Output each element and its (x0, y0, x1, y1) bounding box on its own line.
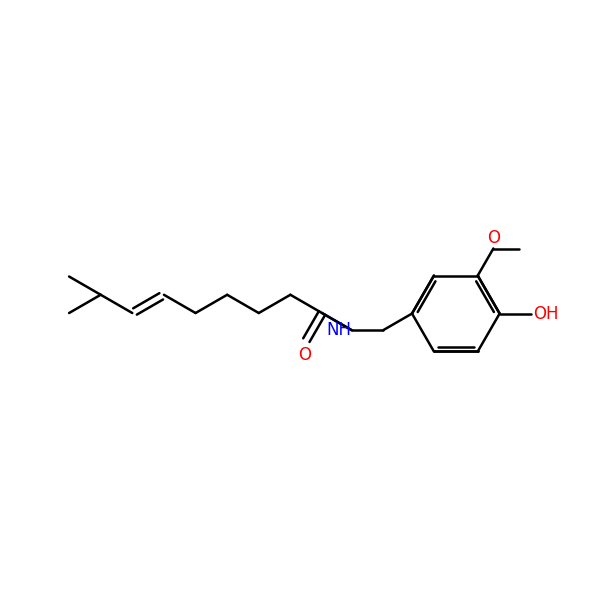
Text: O: O (487, 229, 500, 247)
Text: O: O (298, 346, 311, 364)
Text: OH: OH (533, 305, 559, 323)
Text: NH: NH (327, 321, 352, 339)
